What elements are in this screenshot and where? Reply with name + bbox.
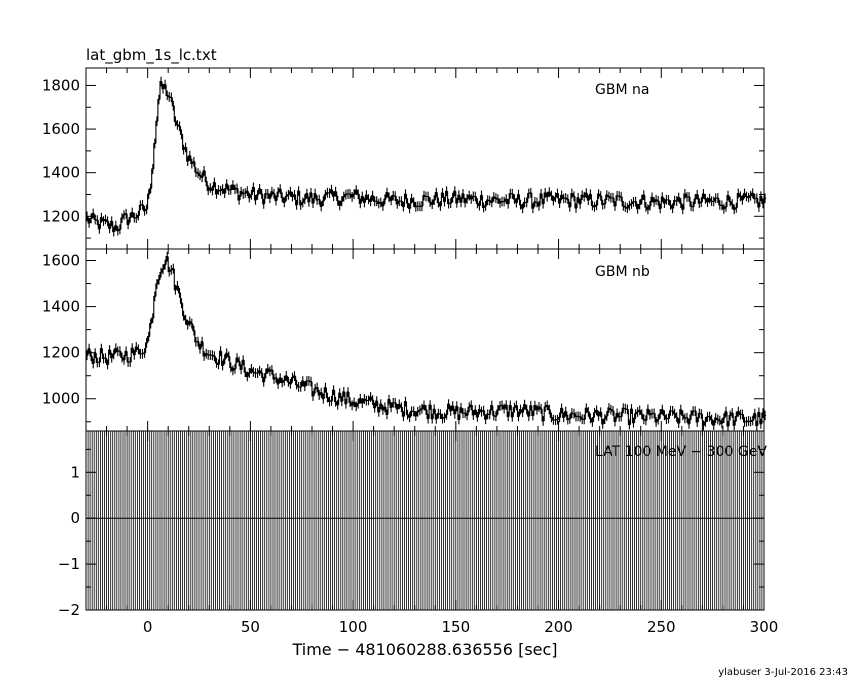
y-tick-label: 1600 [42,120,80,138]
panel-frame-nb [85,248,765,432]
y-tick-label: 1200 [42,344,80,362]
y-tick-label: −2 [58,601,80,619]
series-line-gbm-na [86,76,767,237]
y-tick-label: −1 [58,555,80,573]
y-tick-label: 1400 [42,298,80,316]
panel-lat: −2 −1 0 1 LAT 100 MeV − 300 GeV [58,430,767,619]
x-tick-label: 150 [441,618,470,636]
x-tick-label: 100 [339,618,368,636]
y-tick-label: 1000 [42,390,80,408]
panel-label-gbm-na: GBM na [595,82,649,98]
series-line-gbm-nb [86,251,767,431]
panel-gbm-nb: 1000 1200 1400 1600 GBM nb [42,248,767,432]
x-tick-label: 0 [143,618,153,636]
x-axis-label: Time − 481060288.636556 [sec] [291,640,557,659]
y-tick-label: 1200 [42,207,80,225]
x-axis-ticks: 0 50 100 150 200 250 300 [85,68,779,636]
y-tick-label: 0 [70,509,80,527]
y-tick-label: 1400 [42,164,80,182]
x-tick-label: 250 [647,618,676,636]
y-tick-label: 1 [70,463,80,481]
panel-label-gbm-nb: GBM nb [595,264,650,280]
x-tick-label: 50 [241,618,260,636]
chart-title: lat_gbm_1s_lc.txt [86,46,217,65]
y-ticks-lat: −2 −1 0 1 [58,448,764,619]
x-tick-label: 200 [544,618,573,636]
panel-frame-lat [85,430,765,611]
panel-label-lat: LAT 100 MeV − 300 GeV [595,444,767,460]
y-ticks-gbm-nb: 1000 1200 1400 1600 [42,252,764,423]
footer-stamp: ylabuser 3-Jul-2016 23:43 [718,667,848,678]
y-tick-label: 1600 [42,252,80,270]
y-tick-label: 1800 [42,76,80,94]
x-tick-label: 300 [750,618,779,636]
panel-gbm-na: 1200 1400 1600 1800 GBM na [42,67,767,250]
y-ticks-gbm-na: 1200 1400 1600 1800 [42,76,764,239]
